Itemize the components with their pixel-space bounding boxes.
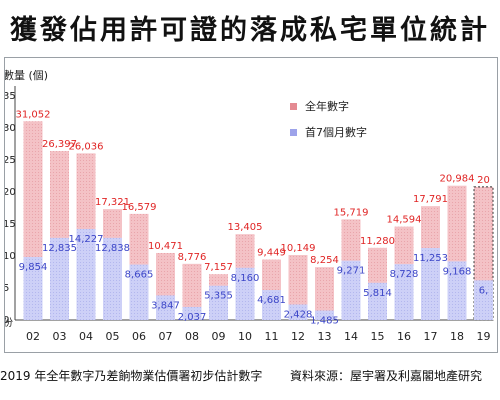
data-label-first-7-months: 9,168 (443, 266, 472, 277)
x-tick-label: 13 (318, 330, 332, 343)
x-tick-label: 02 (26, 330, 40, 343)
data-label-full-year: 10,149 (281, 243, 316, 254)
data-label-full-year: 20,984 (440, 174, 475, 185)
data-label-first-7-months: 6, (479, 285, 489, 296)
data-label-first-7-months: 8,160 (231, 273, 260, 284)
x-tick-label: 16 (397, 330, 411, 343)
bar-first-7-months (50, 237, 69, 320)
bar-first-7-months (235, 267, 255, 320)
data-label-full-year: 20 (477, 175, 490, 186)
legend-label-full-year: 全年數字 (305, 99, 349, 113)
data-label-full-year: 8,254 (310, 255, 339, 266)
data-label-first-7-months: 9,271 (337, 266, 366, 277)
x-tick-label: 14 (344, 330, 358, 343)
y-tick-label: 20 (5, 187, 16, 198)
data-label-full-year: 26,036 (69, 141, 104, 152)
y-tick-label: 10 (5, 251, 16, 262)
data-label-full-year: 8,776 (178, 252, 207, 263)
x-tick-label: 12 (291, 330, 305, 343)
bar-first-7-months (76, 228, 96, 320)
y-tick-label: 5 (5, 283, 9, 294)
x-tick-label: 18 (450, 330, 464, 343)
data-label-full-year: 14,594 (387, 215, 422, 226)
y-tick-label: 0 (5, 315, 9, 326)
y-axis-label: 數量 (個) (5, 69, 48, 82)
y-tick-label: 30 (5, 123, 16, 134)
data-label-first-7-months: 12,835 (42, 243, 77, 254)
data-label-first-7-months: 5,355 (204, 291, 233, 302)
data-label-first-7-months: 8,728 (390, 269, 419, 280)
data-label-first-7-months: 8,665 (125, 270, 154, 281)
data-label-first-7-months: 1,485 (310, 315, 339, 326)
bar-first-7-months (315, 310, 334, 320)
bar-first-7-months (421, 247, 440, 320)
x-tick-label: 04 (79, 330, 93, 343)
page-title: 獲發佔用許可證的落成私宅單位統計 (10, 15, 490, 46)
x-tick-label: 19 (477, 330, 491, 343)
legend-swatch-first-7-months (290, 129, 297, 136)
data-label-first-7-months: 2,428 (284, 309, 313, 320)
data-label-first-7-months: 2,037 (178, 312, 207, 323)
x-tick-label: 15 (371, 330, 385, 343)
data-label-full-year: 17,791 (413, 194, 448, 205)
x-tick-label: 09 (212, 330, 226, 343)
data-label-first-7-months: 11,253 (413, 253, 448, 264)
data-label-full-year: 31,052 (16, 109, 51, 120)
bar-first-7-months (209, 285, 228, 320)
x-tick-label: 10 (238, 330, 252, 343)
bar-first-7-months (129, 264, 149, 320)
x-tick-label: 03 (53, 330, 67, 343)
bar-first-7-months (103, 237, 122, 320)
bar-first-7-months (23, 256, 43, 320)
footer: 2019 年全年數字乃差餉物業估價署初步估計數字 資料來源：屋宇署及利嘉閣地產研… (0, 367, 500, 391)
data-label-full-year: 26,397 (42, 139, 77, 150)
bar-first-7-months (368, 282, 387, 320)
source-note: 資料來源：屋宇署及利嘉閣地產研究 (290, 369, 483, 383)
data-label-full-year: 16,579 (122, 202, 157, 213)
data-label-full-year: 15,719 (334, 207, 369, 218)
data-label-full-year: 17,321 (95, 197, 130, 208)
data-label-full-year: 7,157 (204, 262, 233, 273)
data-label-first-7-months: 4,681 (257, 295, 286, 306)
bar-first-7-months (156, 295, 175, 320)
bar-first-7-months (474, 280, 493, 320)
bar-first-7-months (394, 264, 414, 320)
y-unit-label: 份 (5, 317, 13, 329)
y-tick-label: 35 (5, 91, 16, 102)
data-label-first-7-months: 5,814 (363, 288, 392, 299)
data-label-first-7-months: 9,854 (19, 262, 48, 273)
bar-first-7-months (288, 304, 308, 320)
x-tick-label: 05 (106, 330, 120, 343)
y-tick-label: 25 (5, 155, 16, 166)
bar-first-7-months (182, 306, 202, 320)
x-tick-label: 08 (185, 330, 199, 343)
y-tick-label: 15 (5, 219, 16, 230)
bar-full-year (288, 255, 308, 320)
data-label-first-7-months: 3,847 (151, 300, 180, 311)
bar-first-7-months (447, 261, 467, 320)
bar-first-7-months (341, 260, 361, 320)
bar-first-7-months (262, 290, 281, 320)
legend-label-first-7-months: 首7個月數字 (305, 125, 367, 139)
data-label-first-7-months: 12,838 (95, 243, 130, 254)
data-label-first-7-months: 14,227 (69, 234, 104, 245)
bar-full-year (315, 267, 334, 320)
data-label-full-year: 9,449 (257, 248, 286, 259)
data-label-full-year: 13,405 (228, 222, 263, 233)
x-tick-label: 17 (424, 330, 438, 343)
data-label-full-year: 11,280 (360, 236, 395, 247)
bar-full-year (182, 263, 202, 320)
footnote: 2019 年全年數字乃差餉物業估價署初步估計數字 (0, 369, 263, 383)
bar-chart: 數量 (個)05101520253035份31,0529,8540226,397… (5, 69, 494, 343)
data-label-full-year: 10,471 (148, 241, 183, 252)
x-tick-label: 06 (132, 330, 146, 343)
legend-swatch-full-year (290, 103, 297, 110)
x-tick-label: 07 (159, 330, 173, 343)
x-tick-label: 11 (265, 330, 279, 343)
chart-frame: 數量 (個)05101520253035份31,0529,8540226,397… (4, 57, 498, 353)
